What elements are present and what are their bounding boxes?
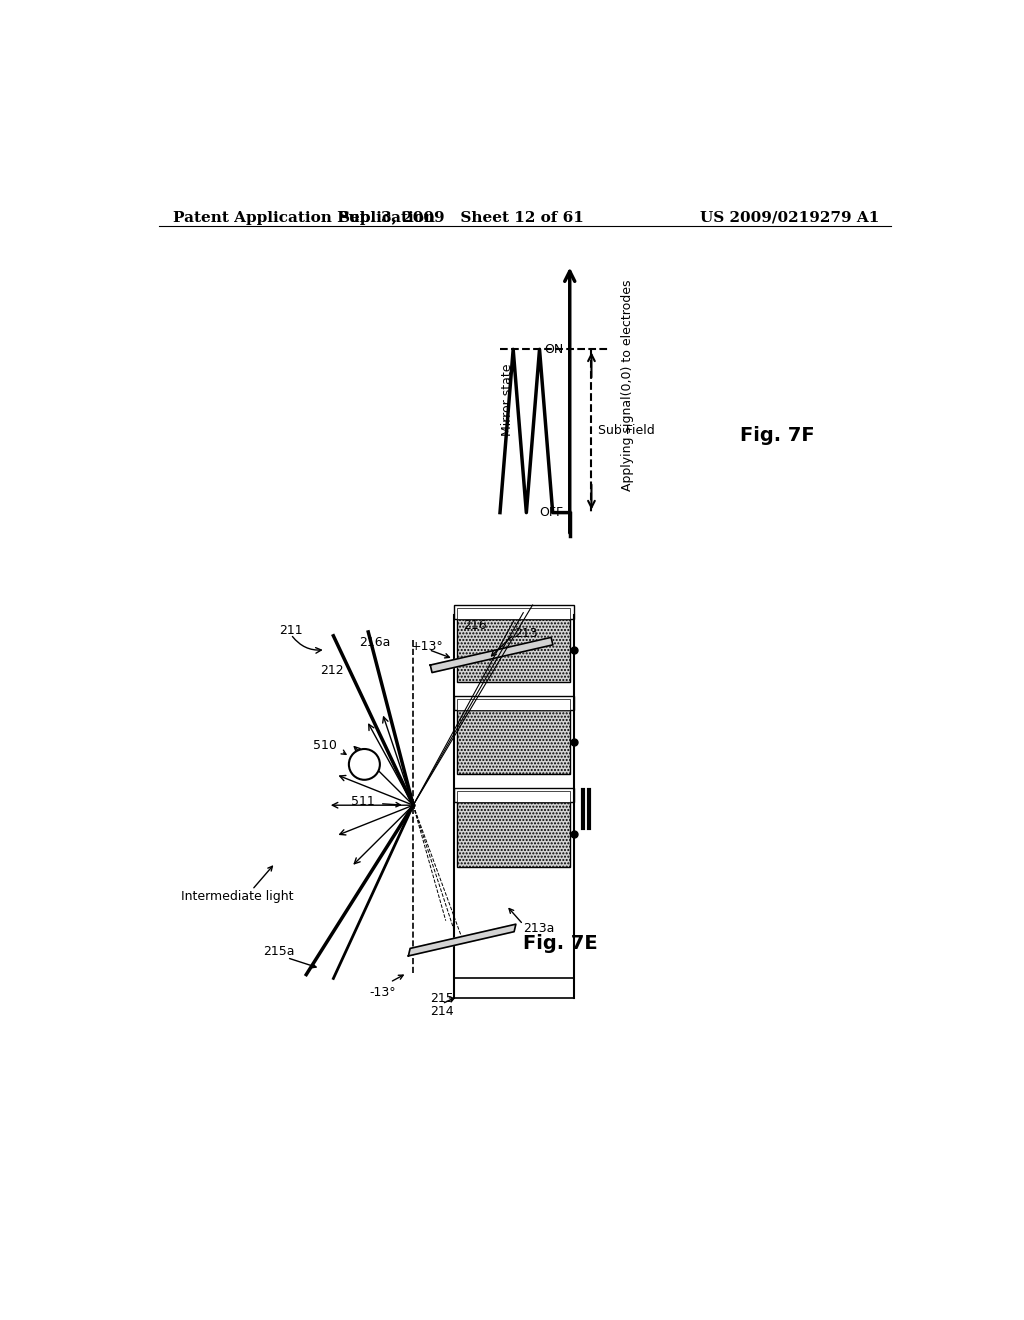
Text: Sub Field: Sub Field [598,425,654,437]
Bar [458,609,569,619]
Text: 214: 214 [430,1006,454,1019]
Text: 511: 511 [350,795,375,808]
Bar [458,619,569,682]
Text: 212: 212 [321,664,344,677]
Text: 213: 213 [514,627,538,640]
Polygon shape [409,924,516,956]
Bar [458,792,569,803]
Text: 510: 510 [313,739,337,751]
Circle shape [349,748,380,780]
Text: 213a: 213a [523,921,555,935]
Text: Applying signal(0,0) to electrodes: Applying signal(0,0) to electrodes [622,279,635,491]
Bar [454,605,573,619]
Text: Intermediate light: Intermediate light [180,890,293,903]
Text: OFF: OFF [540,506,563,519]
Bar [454,696,573,710]
Text: 216: 216 [463,619,486,632]
Bar [454,788,573,803]
Text: 215a: 215a [263,945,295,958]
Bar [458,803,569,867]
Text: 215: 215 [430,991,454,1005]
Text: 216a: 216a [359,636,390,649]
Text: +13°: +13° [411,640,443,652]
Text: -13°: -13° [370,986,396,999]
Text: Patent Application Publication: Patent Application Publication [173,211,435,224]
Text: ON: ON [545,343,563,356]
Text: Mirror state: Mirror state [502,364,514,437]
Bar [458,700,569,710]
Text: US 2009/0219279 A1: US 2009/0219279 A1 [700,211,880,224]
Text: Fig. 7E: Fig. 7E [523,935,598,953]
Text: Fig. 7F: Fig. 7F [740,426,815,445]
Bar [454,978,573,998]
Text: Sep. 3, 2009   Sheet 12 of 61: Sep. 3, 2009 Sheet 12 of 61 [339,211,584,224]
Text: 211: 211 [280,624,303,638]
Bar [458,710,569,775]
Polygon shape [430,638,553,673]
